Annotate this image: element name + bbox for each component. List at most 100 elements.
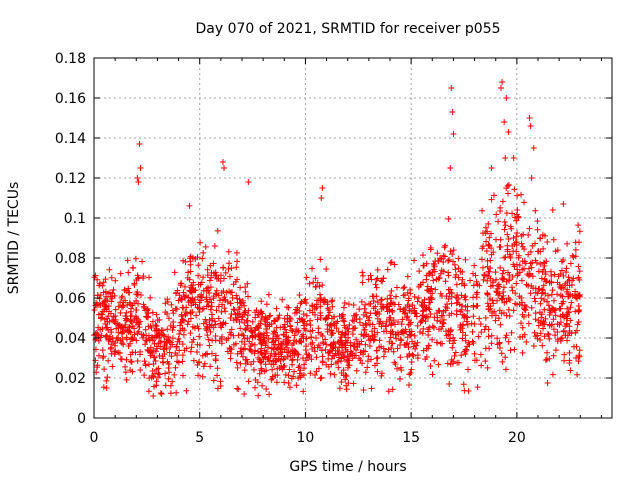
data-point <box>122 363 129 370</box>
data-point <box>497 236 504 243</box>
data-point <box>283 329 290 336</box>
data-point <box>178 280 185 287</box>
data-point <box>450 247 457 254</box>
data-point <box>107 345 114 352</box>
data-point <box>398 337 405 344</box>
grid <box>94 58 612 418</box>
data-point <box>505 129 512 135</box>
data-point <box>484 290 491 297</box>
data-point <box>251 333 258 340</box>
data-point <box>160 331 167 338</box>
data-point <box>311 344 318 351</box>
data-point <box>431 357 438 364</box>
data-point <box>291 368 298 375</box>
data-point <box>552 332 559 339</box>
data-point <box>407 369 414 376</box>
data-point <box>309 303 316 310</box>
data-point <box>440 308 447 315</box>
data-point <box>388 299 395 306</box>
data-point <box>369 332 376 339</box>
data-point <box>564 312 571 319</box>
data-point <box>261 347 268 354</box>
data-point <box>122 321 129 328</box>
data-point <box>487 265 494 272</box>
data-point <box>449 109 456 115</box>
data-point <box>559 258 565 265</box>
data-point <box>241 302 248 309</box>
data-point <box>455 265 462 272</box>
data-point <box>114 337 121 344</box>
data-point <box>411 293 418 300</box>
data-point <box>549 371 556 378</box>
data-point <box>397 306 404 313</box>
data-point <box>233 249 240 256</box>
data-point <box>165 375 172 382</box>
data-point <box>112 277 119 284</box>
data-point <box>123 334 130 341</box>
data-point <box>219 301 226 308</box>
data-point <box>420 307 427 314</box>
data-point <box>514 230 521 237</box>
data-point <box>257 336 264 343</box>
data-point <box>188 302 195 309</box>
data-point <box>325 312 332 319</box>
y-tick-label: 0 <box>77 411 86 427</box>
data-point <box>328 298 335 305</box>
data-point <box>191 287 198 294</box>
data-point <box>523 303 530 310</box>
data-point <box>233 316 240 323</box>
data-point <box>418 318 425 325</box>
data-point <box>511 346 518 353</box>
data-point <box>361 326 368 333</box>
data-point <box>325 355 332 362</box>
data-point <box>366 300 373 307</box>
data-point <box>334 358 341 365</box>
data-point <box>406 382 413 389</box>
x-axis-label: GPS time / hours <box>289 459 406 475</box>
data-point <box>265 335 272 342</box>
data-point <box>503 185 510 192</box>
data-point <box>293 306 300 313</box>
data-point <box>109 334 116 341</box>
data-point <box>423 306 430 313</box>
data-point <box>408 358 415 365</box>
data-point <box>429 323 436 330</box>
data-point <box>419 252 426 259</box>
data-point <box>575 358 582 365</box>
data-point <box>376 337 383 344</box>
data-point <box>557 305 564 312</box>
data-point <box>222 308 229 315</box>
data-point <box>131 280 138 287</box>
data-point <box>528 304 535 311</box>
data-point <box>429 290 436 297</box>
data-point <box>513 248 520 255</box>
data-point <box>273 305 280 312</box>
data-point <box>117 299 124 306</box>
data-point <box>128 335 135 342</box>
data-point <box>512 290 519 297</box>
data-point <box>313 354 320 361</box>
data-point <box>135 328 142 335</box>
data-point <box>212 357 219 364</box>
data-point <box>387 330 394 337</box>
data-point <box>408 307 415 314</box>
data-point <box>139 334 146 341</box>
data-point <box>390 317 397 324</box>
data-point <box>479 207 486 214</box>
data-point <box>521 331 528 338</box>
data-point <box>116 322 123 329</box>
data-point <box>156 316 163 323</box>
data-point <box>169 341 176 348</box>
data-point <box>287 315 294 322</box>
data-point <box>281 362 288 369</box>
data-point <box>367 310 374 317</box>
data-point <box>239 331 246 338</box>
data-point <box>352 347 359 354</box>
data-point <box>575 318 582 325</box>
data-point <box>563 320 570 327</box>
data-point <box>296 292 303 299</box>
data-point <box>289 328 296 335</box>
data-point <box>366 314 373 321</box>
data-point <box>545 302 552 309</box>
data-point <box>335 328 342 335</box>
